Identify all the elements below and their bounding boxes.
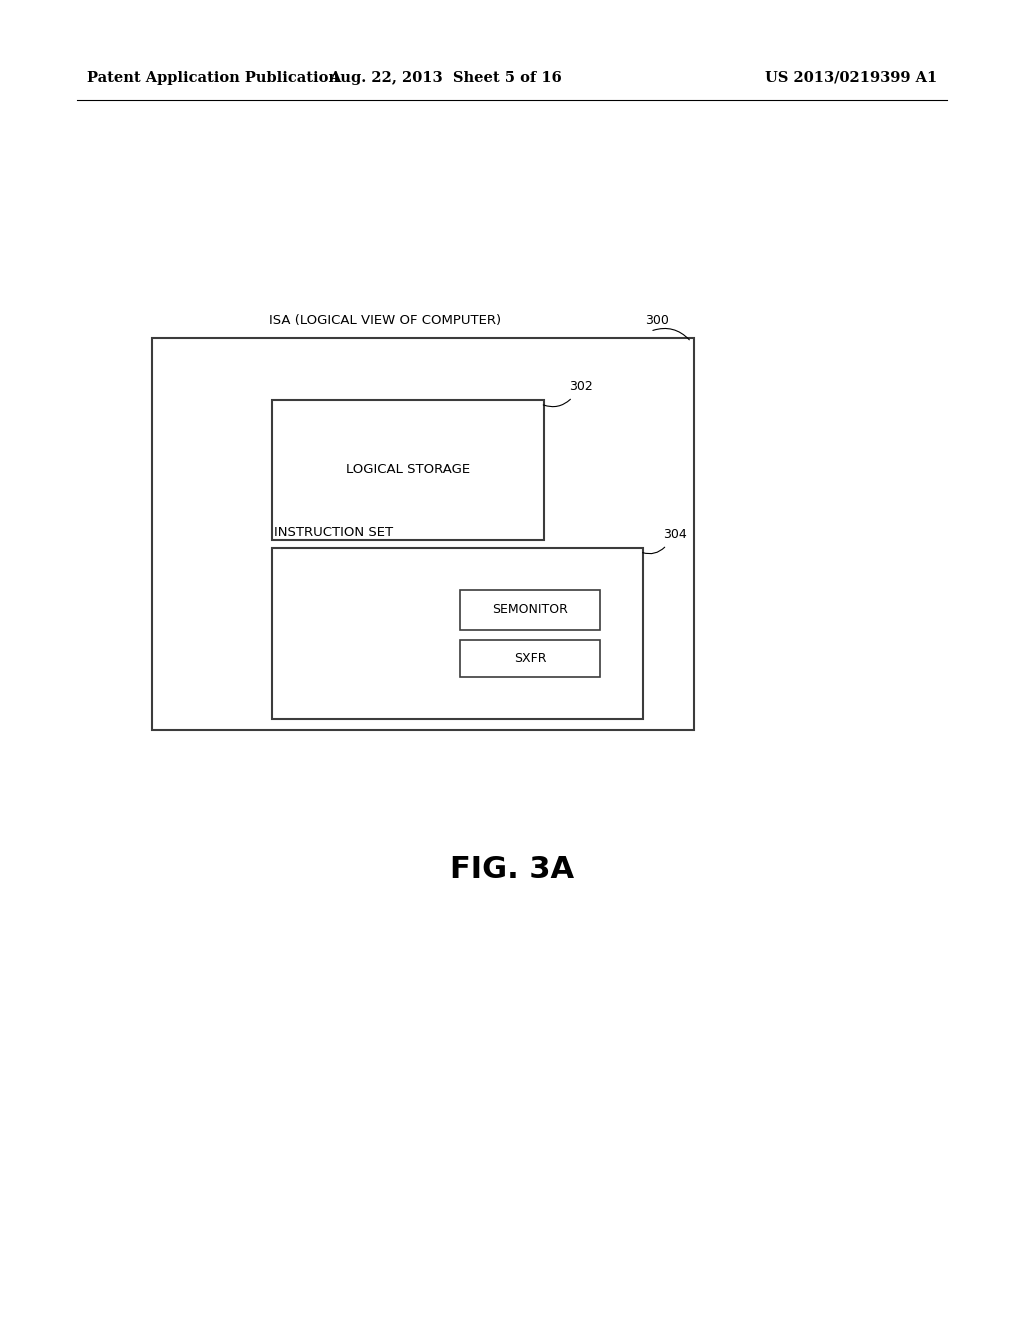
Text: SEMONITOR: SEMONITOR <box>492 603 568 616</box>
Bar <box>152 338 694 730</box>
Text: INSTRUCTION SET: INSTRUCTION SET <box>274 525 393 539</box>
Text: Aug. 22, 2013  Sheet 5 of 16: Aug. 22, 2013 Sheet 5 of 16 <box>329 71 562 84</box>
Text: LOGICAL STORAGE: LOGICAL STORAGE <box>346 463 470 477</box>
Text: SXFR: SXFR <box>514 652 546 665</box>
Text: Patent Application Publication: Patent Application Publication <box>87 71 339 84</box>
Text: US 2013/0219399 A1: US 2013/0219399 A1 <box>765 71 937 84</box>
Bar <box>460 640 600 677</box>
Text: 300: 300 <box>645 314 669 327</box>
Bar <box>460 590 600 630</box>
Text: ISA (LOGICAL VIEW OF COMPUTER): ISA (LOGICAL VIEW OF COMPUTER) <box>269 314 502 327</box>
Text: 304: 304 <box>664 528 687 541</box>
Bar <box>272 548 643 719</box>
Bar <box>272 400 544 540</box>
Text: 302: 302 <box>569 380 593 393</box>
Text: FIG. 3A: FIG. 3A <box>450 855 574 884</box>
